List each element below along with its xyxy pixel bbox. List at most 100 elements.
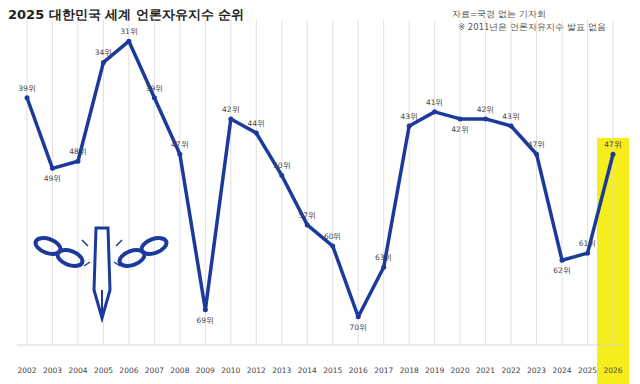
chart-svg: 2025 대한민국 세계 언론자유지수 순위 자료=국경 없는 기자회 ※ 2011… <box>0 0 640 384</box>
grid-line <box>358 20 359 345</box>
point <box>228 116 233 121</box>
pen-slit <box>101 290 103 312</box>
point <box>611 152 616 157</box>
grid-line <box>230 20 231 345</box>
point <box>25 95 30 100</box>
point <box>279 173 284 178</box>
grid-line <box>307 20 308 345</box>
x-tick-label: 2017 <box>374 366 393 375</box>
x-tick-label: 2016 <box>349 366 368 375</box>
data-label: 61위 <box>579 239 597 248</box>
x-tick-label: 2015 <box>323 366 342 375</box>
point <box>152 95 157 100</box>
data-label: 42위 <box>477 105 495 114</box>
data-label: 62위 <box>553 266 571 275</box>
chart-container: 2025 대한민국 세계 언론자유지수 순위 자료=국경 없는 기자회 ※ 2011… <box>0 0 640 384</box>
grid-line <box>613 20 614 345</box>
data-label: 47위 <box>171 140 189 149</box>
grid-line <box>383 20 384 345</box>
point <box>203 307 208 312</box>
data-label: 57위 <box>298 211 316 220</box>
grid-line <box>281 20 282 345</box>
grid-line <box>485 20 486 345</box>
x-tick-label: 2020 <box>451 366 470 375</box>
point <box>75 159 80 164</box>
point <box>534 152 539 157</box>
grid-line <box>27 20 28 345</box>
point <box>126 39 131 44</box>
data-label: 70위 <box>349 323 367 332</box>
x-tick-label: 2006 <box>119 366 138 375</box>
point <box>407 123 412 128</box>
data-label: 39위 <box>18 84 36 93</box>
grid-line <box>536 20 537 345</box>
data-label: 42위 <box>222 105 240 114</box>
x-axis-line <box>17 345 623 346</box>
point <box>177 152 182 157</box>
x-tick-label: 2019 <box>425 366 444 375</box>
point <box>483 116 488 121</box>
x-tick-label: 2021 <box>476 366 495 375</box>
x-tick-label: 2018 <box>400 366 419 375</box>
x-tick-label: 2010 <box>221 366 240 375</box>
data-label: 34위 <box>95 48 113 57</box>
x-tick-label: 2026 <box>603 366 622 375</box>
point <box>509 123 514 128</box>
x-tick-label: 2025 <box>578 366 597 375</box>
x-tick-label: 2007 <box>145 366 164 375</box>
spark <box>82 240 122 266</box>
data-group <box>25 39 616 320</box>
x-tick-label: 2009 <box>196 366 215 375</box>
x-tick-label: 2012 <box>247 366 266 375</box>
x-tick-label: 2014 <box>298 366 317 375</box>
data-label: 39위 <box>146 84 164 93</box>
point <box>50 166 55 171</box>
x-tick-label: 2004 <box>68 366 87 375</box>
point <box>585 251 590 256</box>
x-tick-label: 2003 <box>43 366 62 375</box>
grid-line <box>587 20 588 345</box>
grid-line <box>332 20 333 345</box>
chain-link <box>55 247 84 269</box>
point <box>560 258 565 263</box>
x-tick-label: 2023 <box>527 366 546 375</box>
data-label: 43위 <box>400 112 418 121</box>
chain-link <box>139 235 168 257</box>
grid-line <box>460 20 461 345</box>
grid-line <box>256 20 257 345</box>
x-tick-label: 2008 <box>170 366 189 375</box>
point <box>330 244 335 249</box>
grid-line <box>511 20 512 345</box>
data-label: 48위 <box>69 147 87 156</box>
point <box>254 131 259 136</box>
x-tick-label: 2005 <box>94 366 113 375</box>
data-label: 50위 <box>273 161 291 170</box>
data-label: 63위 <box>375 253 393 262</box>
x-tick-label: 2022 <box>502 366 521 375</box>
data-label: 47위 <box>604 140 622 149</box>
data-label: 43위 <box>502 112 520 121</box>
point <box>305 222 310 227</box>
title: 2025 대한민국 세계 언론자유지수 순위 <box>8 7 244 22</box>
grid-line <box>409 20 410 345</box>
point <box>356 314 361 319</box>
grid-line <box>154 20 155 345</box>
point <box>432 109 437 114</box>
grid-line <box>434 20 435 345</box>
series-line <box>27 41 613 317</box>
point <box>458 116 463 121</box>
data-label: 41위 <box>426 98 444 107</box>
source: 자료=국경 없는 기자회 <box>452 9 546 19</box>
x-tick-label: 2024 <box>552 366 571 375</box>
grid-line <box>562 20 563 345</box>
data-label: 49위 <box>44 174 62 183</box>
grid-line <box>77 20 78 345</box>
x-tick-label: 2013 <box>272 366 291 375</box>
data-label: 44위 <box>248 119 266 128</box>
x-tick-label: 2002 <box>17 366 36 375</box>
grid-line <box>179 20 180 345</box>
note: ※ 2011년은 언론자유지수 발표 없음 <box>458 22 606 32</box>
data-label: 31위 <box>120 27 138 36</box>
grid-line <box>128 20 129 345</box>
pen <box>94 228 110 318</box>
